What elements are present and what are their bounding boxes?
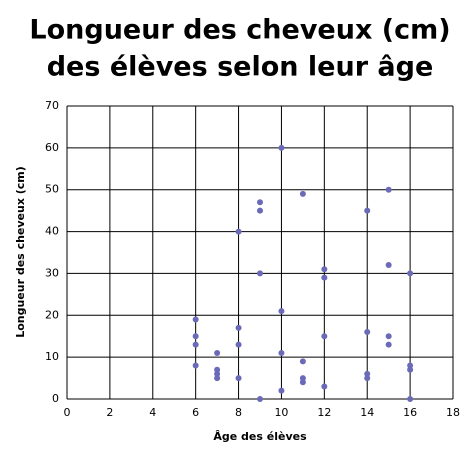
point (278, 387, 285, 394)
y-tick-label: 20 (45, 308, 59, 321)
point (364, 329, 371, 336)
point (321, 274, 328, 281)
y-tick-label: 30 (45, 266, 59, 279)
point (278, 349, 285, 356)
y-tick-label: 10 (45, 350, 59, 363)
point (385, 262, 392, 269)
point (407, 366, 414, 373)
x-tick-label: 16 (403, 406, 417, 419)
point (364, 375, 371, 382)
point (192, 333, 199, 340)
point (364, 370, 371, 377)
point (257, 199, 263, 206)
point (407, 270, 414, 277)
point (257, 270, 263, 277)
point (299, 358, 306, 365)
point (192, 362, 199, 369)
x-tick-label: 0 (64, 406, 71, 419)
point (235, 324, 242, 331)
point (407, 362, 414, 369)
point (235, 341, 242, 348)
x-tick-label: 14 (360, 406, 374, 419)
chart-title: Longueur des cheveux (cm) (29, 15, 450, 46)
point (214, 375, 221, 382)
x-tick-label: 2 (106, 406, 113, 419)
point (385, 341, 392, 348)
point (235, 228, 242, 235)
chart-title: des élèves selon leur âge (47, 52, 434, 83)
point (299, 379, 306, 386)
x-tick-label: 8 (235, 406, 242, 419)
point (214, 370, 221, 377)
point (257, 396, 263, 402)
point (299, 375, 306, 382)
x-axis-label: Âge des élèves (213, 430, 307, 443)
point (321, 333, 328, 340)
point (192, 341, 199, 348)
y-tick-label: 50 (45, 183, 59, 196)
y-tick-label: 70 (45, 99, 59, 112)
point (214, 349, 221, 356)
x-tick-label: 6 (192, 406, 199, 419)
point (321, 266, 328, 273)
y-axis-label: Longueur des cheveux (cm) (14, 166, 27, 338)
point (278, 308, 285, 315)
x-tick-label: 4 (149, 406, 156, 419)
y-tick-label: 0 (52, 392, 59, 405)
x-tick-label: 18 (446, 406, 460, 419)
point (235, 375, 242, 382)
point (299, 190, 306, 197)
point (192, 316, 199, 323)
x-tick-label: 10 (274, 406, 288, 419)
point (385, 333, 392, 340)
x-tick-label: 12 (317, 406, 331, 419)
point (214, 366, 221, 373)
y-tick-label: 60 (45, 141, 59, 154)
y-tick-label: 40 (45, 225, 59, 238)
point (364, 207, 371, 214)
point (321, 383, 328, 390)
point (385, 186, 392, 193)
point (407, 396, 414, 402)
point (278, 144, 285, 151)
point (257, 207, 263, 214)
